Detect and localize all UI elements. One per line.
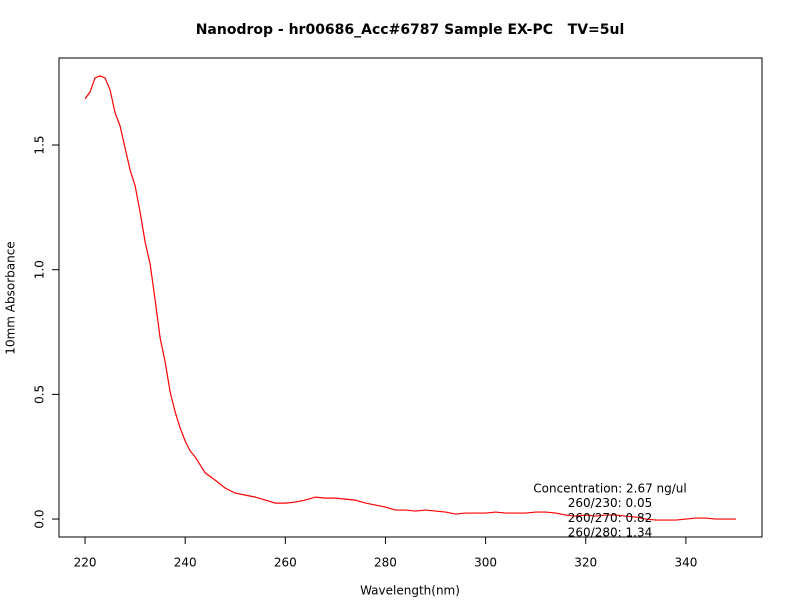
y-tick-label: 1.0 [33, 260, 47, 279]
x-tick-label: 240 [174, 556, 197, 570]
y-tick-label: 0.5 [33, 385, 47, 404]
x-axis-label: Wavelength(nm) [360, 584, 460, 598]
annotation: 260/270: 0.82 [568, 511, 652, 525]
y-tick-label: 0.0 [33, 510, 47, 529]
x-tick-label: 300 [474, 556, 497, 570]
x-tick-label: 340 [674, 556, 697, 570]
x-tick-label: 280 [374, 556, 397, 570]
annotation: 260/280: 1.34 [568, 526, 652, 540]
y-tick-label: 1.5 [33, 135, 47, 154]
x-tick-label: 260 [274, 556, 297, 570]
chart-title: Nanodrop - hr00686_Acc#6787 Sample EX-PC… [196, 22, 625, 38]
x-tick-label: 220 [74, 556, 97, 570]
x-tick-label: 320 [574, 556, 597, 570]
data-line [84, 75, 736, 521]
plot-frame [58, 57, 763, 538]
annotation: 260/230: 0.05 [568, 496, 652, 510]
y-axis-label: 10mm Absorbance [4, 241, 18, 354]
annotation: Concentration: 2.67 ng/ul [533, 482, 687, 496]
